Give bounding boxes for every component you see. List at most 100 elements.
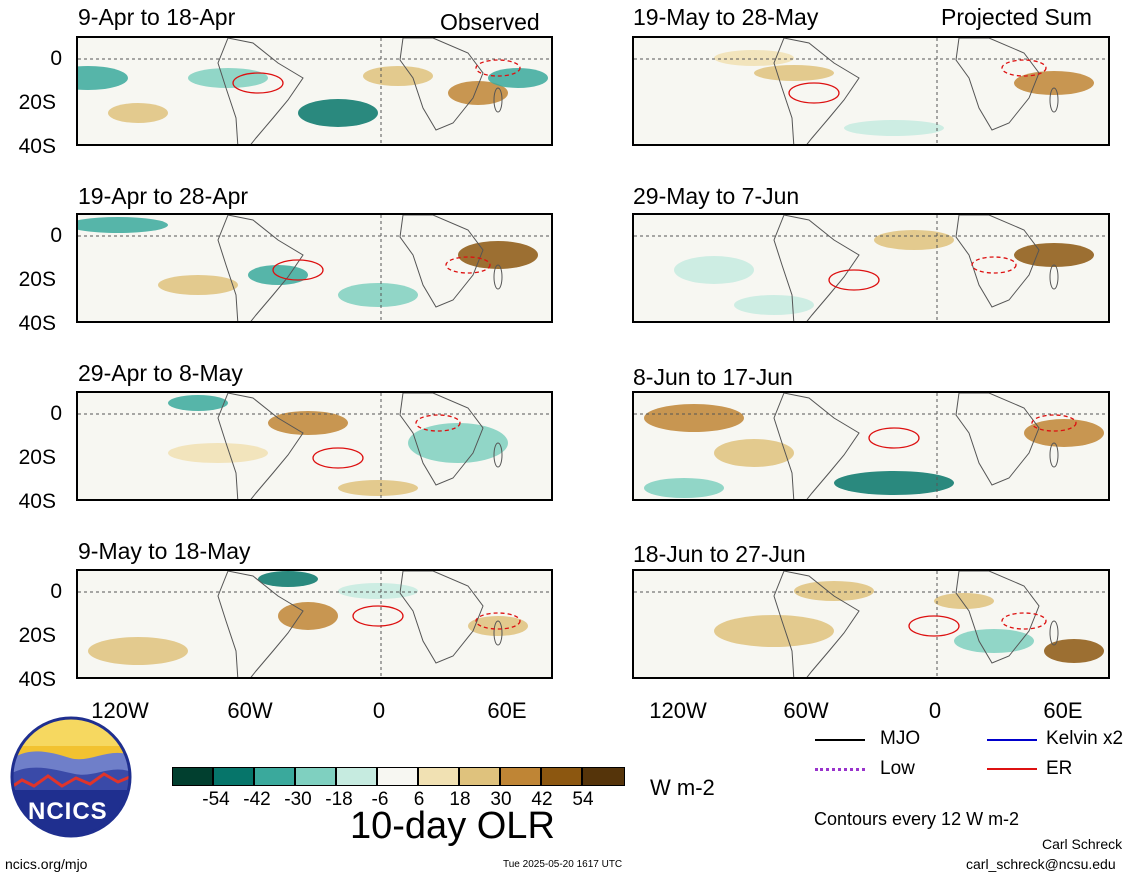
lat-label-0: 0 (50, 47, 62, 70)
anomaly-region (168, 443, 268, 463)
anomaly-region (78, 66, 128, 90)
er-contour-dashed (1031, 414, 1077, 432)
map-panel-proj-4 (632, 569, 1110, 679)
colorbar-box (254, 767, 295, 786)
lat-label-20s: 20S (18, 624, 56, 647)
anomaly-region (714, 615, 834, 647)
lon-label-60w: 60W (227, 698, 273, 723)
south-america-coastline (773, 393, 860, 499)
africa-coastline (955, 571, 1040, 664)
colorbar-box (418, 767, 459, 786)
legend-label-low: Low (880, 758, 915, 779)
madagascar-coastline (493, 264, 503, 290)
anomaly-region (248, 265, 308, 285)
footer-url[interactable]: ncics.org/mjo (5, 856, 88, 872)
lat-label-20s: 20S (18, 446, 56, 469)
olr-anomaly-map (78, 215, 551, 321)
colorbar-units: W m-2 (650, 775, 715, 800)
map-panel-proj-1 (632, 36, 1110, 146)
projected-column-title: Projected Sum (941, 4, 1092, 30)
contour-interval-note: Contours every 12 W m-2 (814, 809, 1020, 829)
colorbar-tick: -30 (284, 789, 312, 810)
colorbar-tick: -54 (202, 789, 230, 810)
colorbar-tick: -42 (243, 789, 271, 810)
madagascar-coastline (1049, 620, 1059, 646)
er-contour-dashed (971, 256, 1017, 274)
olr-anomaly-map (78, 393, 551, 499)
anomaly-region (488, 68, 548, 88)
anomaly-region (278, 602, 338, 630)
colorbar-tick: 42 (531, 789, 553, 810)
anomaly-region (468, 616, 528, 636)
anomaly-region (844, 120, 944, 136)
anomaly-region (338, 283, 418, 307)
anomaly-region (834, 471, 954, 495)
anomaly-region (674, 256, 754, 284)
lat-label-20s: 20S (18, 268, 56, 291)
panel-title-proj-4: 18-Jun to 27-Jun (633, 541, 806, 567)
er-contour-dashed (475, 612, 521, 630)
map-panel-obs-3 (76, 391, 553, 501)
madagascar-coastline (493, 442, 503, 468)
africa-coastline (399, 393, 484, 486)
colorbar-tick: 30 (490, 789, 512, 810)
anomaly-region (644, 478, 724, 498)
lat-label-40s: 40S (18, 490, 56, 513)
colorbar-title: 10-day OLR (350, 805, 555, 847)
anomaly-region (934, 593, 994, 609)
legend-line-kelvin (987, 739, 1037, 741)
colorbar-box (336, 767, 377, 786)
olr-anomaly-map (634, 571, 1108, 677)
anomaly-region (448, 81, 508, 105)
er-contour-dashed (415, 414, 461, 432)
lat-label-20s: 20S (18, 91, 56, 114)
colorbar-tick: -18 (325, 789, 353, 810)
africa-coastline (399, 215, 484, 308)
panel-title-obs-1: 9-Apr to 18-Apr (78, 4, 236, 30)
anomaly-region (644, 404, 744, 432)
madagascar-coastline (1049, 264, 1059, 290)
madagascar-coastline (1049, 442, 1059, 468)
olr-anomaly-map (78, 571, 551, 677)
madagascar-coastline (493, 620, 503, 646)
lon-label-60w: 60W (783, 698, 829, 723)
anomaly-region (714, 50, 794, 66)
africa-coastline (955, 38, 1040, 131)
panel-title-proj-1: 19-May to 28-May (633, 4, 819, 30)
ncics-logo: NCICS (10, 716, 132, 838)
panel-title-proj-2: 29-May to 7-Jun (633, 183, 800, 209)
observed-column-title: Observed (440, 9, 540, 35)
south-america-coastline (217, 571, 304, 677)
lon-label-120w: 120W (649, 698, 707, 723)
anomaly-region (88, 637, 188, 665)
anomaly-region (268, 411, 348, 435)
lat-label-40s: 40S (18, 135, 56, 158)
anomaly-region (954, 629, 1034, 653)
lat-label-0: 0 (50, 580, 62, 603)
south-america-coastline (773, 215, 860, 321)
anomaly-region (734, 295, 814, 315)
ncics-logo-icon (10, 716, 132, 838)
lon-label-0: 0 (928, 698, 942, 723)
er-contour (908, 615, 960, 637)
er-contour (272, 259, 324, 281)
colorbar-box (213, 767, 254, 786)
legend-line-low (815, 768, 865, 771)
south-america-coastline (773, 571, 860, 677)
anomaly-region (754, 65, 834, 81)
er-contour-dashed (445, 256, 491, 274)
anomaly-region (338, 480, 418, 496)
anomaly-region (1014, 71, 1094, 95)
footer-email[interactable]: carl_schreck@ncsu.edu (966, 856, 1116, 872)
panel-title-obs-3: 29-Apr to 8-May (78, 360, 243, 386)
lon-label-0: 0 (372, 698, 386, 723)
colorbar-tick: 6 (413, 789, 425, 810)
anomaly-region (168, 395, 228, 411)
madagascar-coastline (493, 87, 503, 113)
legend-label-er: ER (1046, 758, 1073, 779)
er-contour (352, 605, 404, 627)
footer-timestamp: Tue 2025-05-20 1617 UTC (503, 859, 623, 870)
panel-title-proj-3: 8-Jun to 17-Jun (633, 364, 793, 390)
olr-anomaly-map (634, 38, 1108, 144)
colorbar-tick: 54 (572, 789, 594, 810)
